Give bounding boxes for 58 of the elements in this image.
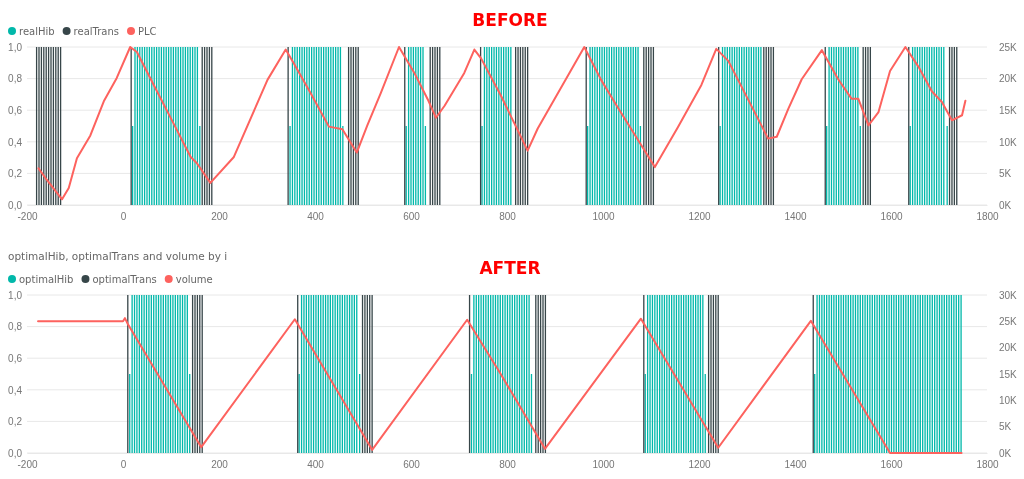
y-tick-label: 0,2 [8, 416, 23, 428]
x-tick-label: 1400 [784, 211, 808, 223]
legend-label: PLC [138, 25, 157, 37]
x-tick-label: 1800 [976, 211, 1000, 223]
y2-tick-label: 0K [999, 199, 1012, 211]
y-tick-label: 1,0 [8, 41, 23, 53]
legend-label: optimalTrans [92, 273, 157, 285]
text: BEFORE [472, 10, 548, 30]
x-tick-label: 600 [403, 211, 421, 223]
y2-tick-label: 30K [999, 289, 1018, 301]
x-tick-label: 400 [307, 211, 325, 223]
y-tick-label: 0,0 [8, 447, 23, 459]
legend-label: realHib [19, 25, 55, 37]
y-tick-label: 1,0 [8, 289, 23, 301]
x-tick-label: 800 [499, 211, 517, 223]
y-tick-label: 0,6 [8, 104, 23, 116]
y2-tick-label: 25K [999, 41, 1018, 53]
line-series [37, 46, 967, 201]
y2-tick-label: 0K [999, 447, 1012, 459]
y2-tick-label: 5K [999, 421, 1012, 433]
x-tick-label: -200 [17, 459, 38, 471]
x-tick-label: 1000 [592, 211, 616, 223]
x-tick-label: 400 [307, 459, 325, 471]
x-tick-label: 1200 [688, 211, 712, 223]
y-tick-label: 0,8 [8, 73, 23, 85]
line-series [37, 317, 963, 454]
x-tick-label: 1000 [592, 459, 616, 471]
y-tick-label: 0,2 [8, 168, 23, 180]
y2-tick-label: 10K [999, 395, 1018, 407]
x-tick-label: 1200 [688, 459, 712, 471]
y2-tick-label: 25K [999, 316, 1018, 328]
y-tick-label: 0,6 [8, 352, 23, 364]
y-tick-label: 0,4 [8, 136, 23, 148]
y-tick-label: 0,4 [8, 384, 23, 396]
x-tick-label: 0 [120, 211, 127, 223]
chart-title: optimalHib, optimalTrans and volume by i [8, 250, 228, 262]
x-tick-label: 600 [403, 459, 421, 471]
y2-tick-label: 15K [999, 104, 1018, 116]
x-tick-label: 0 [120, 459, 127, 471]
y2-tick-label: 5K [999, 168, 1012, 180]
x-tick-label: 1600 [880, 459, 904, 471]
legend-label: optimalHib [19, 273, 74, 285]
x-tick-label: 200 [211, 211, 229, 223]
x-tick-label: 1800 [976, 459, 1000, 471]
text: AFTER [479, 258, 541, 278]
legend-label: volume [175, 273, 213, 285]
x-tick-label: -200 [17, 211, 38, 223]
x-tick-label: 800 [499, 459, 517, 471]
y2-tick-label: 10K [999, 136, 1018, 148]
y-tick-label: 0,0 [8, 199, 23, 211]
y2-tick-label: 20K [999, 342, 1018, 354]
y2-tick-label: 20K [999, 73, 1018, 85]
x-tick-label: 200 [211, 459, 229, 471]
legend-label: realTrans [73, 25, 119, 37]
y-tick-label: 0,8 [8, 321, 23, 333]
y2-tick-label: 15K [999, 368, 1018, 380]
x-tick-label: 1400 [784, 459, 808, 471]
x-tick-label: 1600 [880, 211, 904, 223]
